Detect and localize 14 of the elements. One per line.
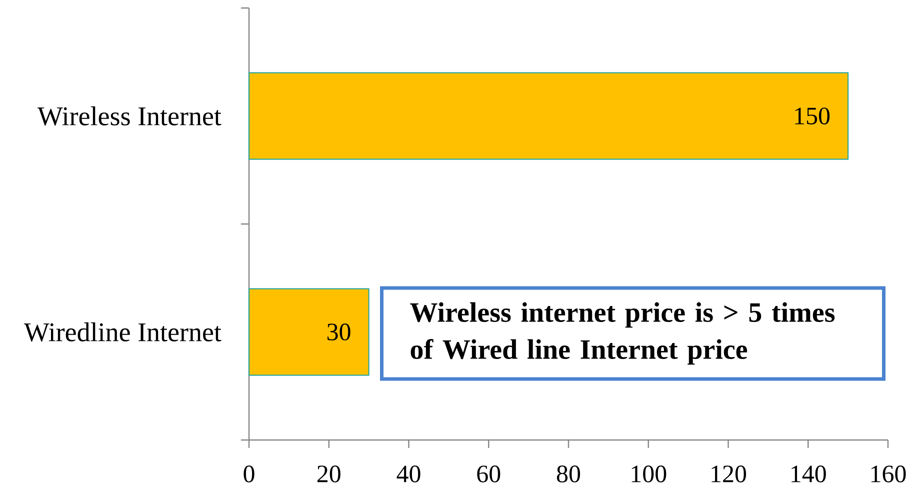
x-tick-label: 60 xyxy=(477,466,500,482)
data-label: 150 xyxy=(795,108,830,124)
annotation: Wireless internet price is > 5 times of Wired line Internet price xyxy=(410,302,835,365)
y-tick-label: Wiredline Internet xyxy=(24,322,222,342)
y-tick-label: Wireless Internet xyxy=(37,106,222,126)
x-tick-label: 120 xyxy=(712,466,746,482)
x-tick-label: 0 xyxy=(244,466,254,482)
x-tick-label: 80 xyxy=(556,466,580,482)
x-tick-label: 140 xyxy=(792,466,826,482)
x-tick-label: 20 xyxy=(317,466,340,482)
x-tick-label: 40 xyxy=(396,466,420,482)
data-label: 30 xyxy=(327,324,350,340)
x-tick-label: 100 xyxy=(632,466,666,482)
x-tick-label: 160 xyxy=(871,466,906,482)
